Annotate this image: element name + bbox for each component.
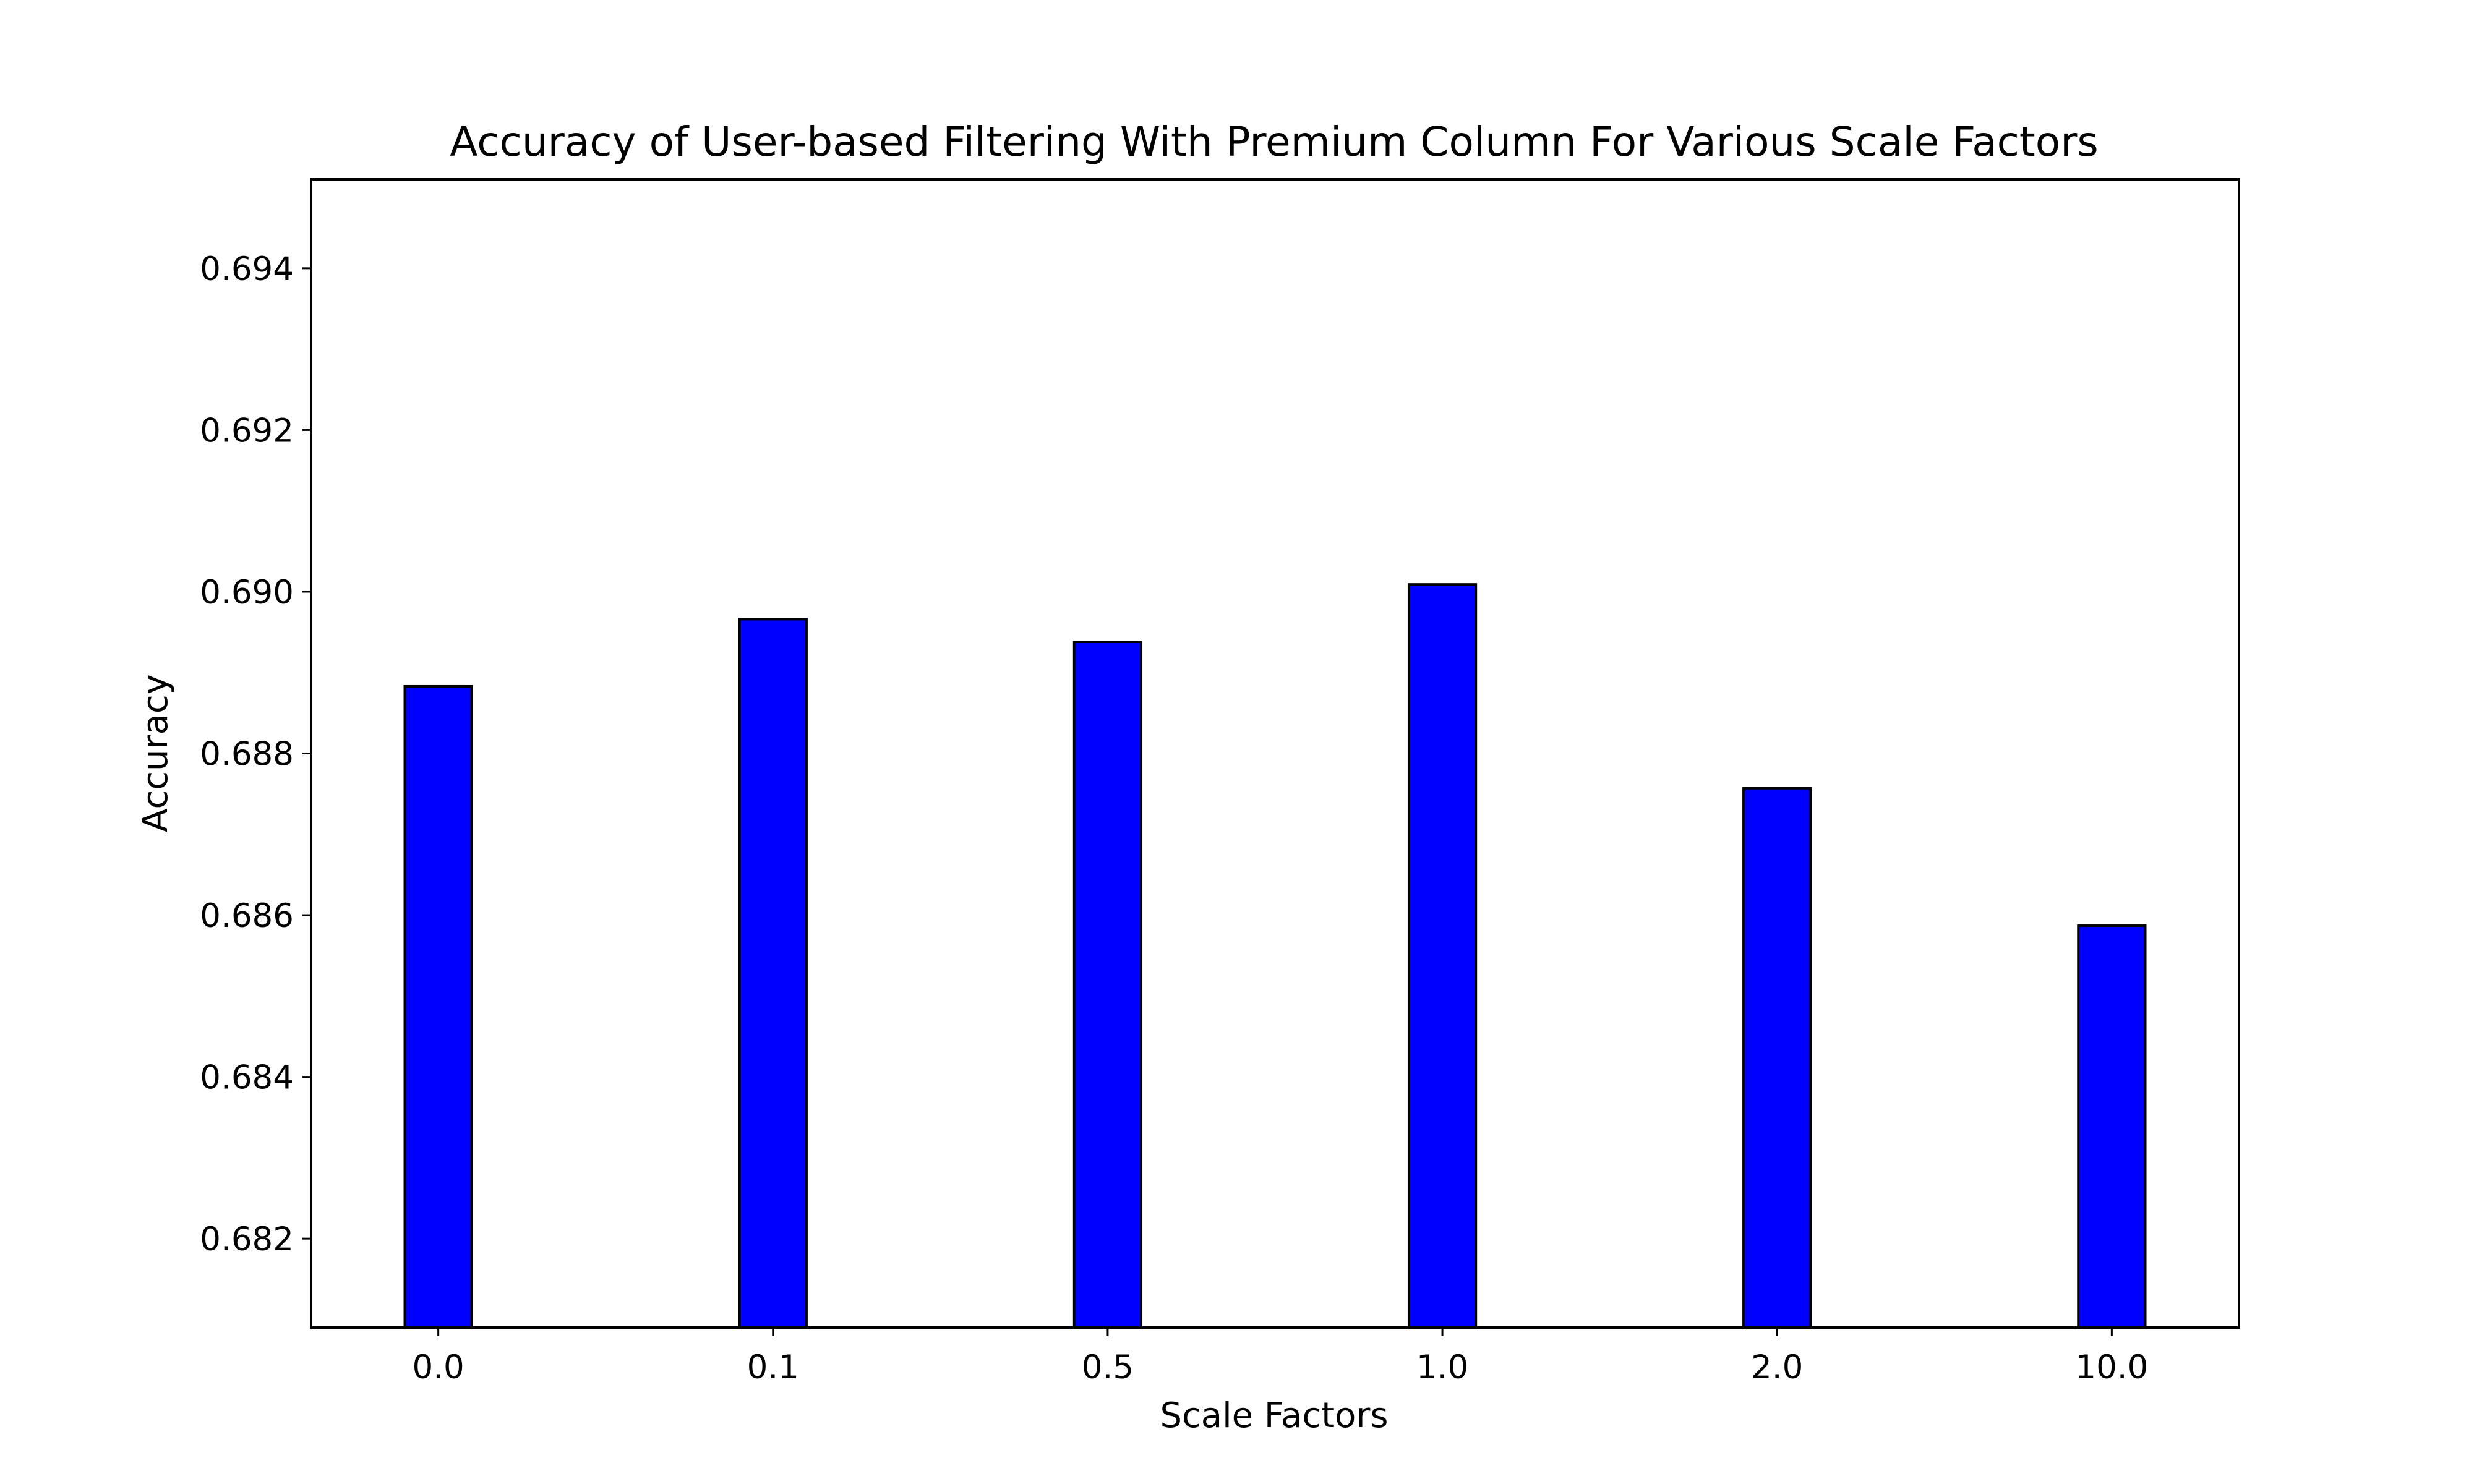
x-axis-label: Scale Factors: [1160, 1396, 1388, 1436]
y-tick-label: 0.688: [200, 736, 294, 774]
chart-title: Accuracy of User-based Filtering With Pr…: [450, 118, 2098, 166]
bar-2.0: [1742, 787, 1812, 1329]
y-tick-label: 0.682: [200, 1221, 294, 1258]
x-tick-label: 0.0: [412, 1349, 464, 1386]
y-tick-label: 0.684: [200, 1059, 294, 1097]
bars-group: [403, 583, 2147, 1329]
bar-10.0: [2077, 924, 2147, 1329]
bar-0.1: [738, 618, 808, 1329]
x-tick-label: 0.5: [1082, 1349, 1134, 1386]
y-axis-label: Accuracy: [135, 674, 176, 832]
y-tick-label: 0.690: [200, 574, 294, 612]
x-tick-label: 2.0: [1751, 1349, 1803, 1386]
y-tick-label: 0.686: [200, 897, 294, 935]
x-tick-label: 0.1: [747, 1349, 799, 1386]
bar-0.5: [1072, 641, 1143, 1329]
y-tick-label: 0.694: [200, 250, 294, 288]
plot-frame: [310, 178, 2240, 1329]
y-axis-ticks: 0.682 0.684 0.686 0.688 0.690 0.692 0.694: [200, 250, 311, 1258]
bar-1.0: [1407, 583, 1478, 1329]
x-tick-label: 1.0: [1416, 1349, 1468, 1386]
x-tick-label: 10.0: [2075, 1349, 2148, 1386]
x-axis-ticks: 0.0 0.1 0.5 1.0 2.0 10.0: [412, 1328, 2148, 1386]
bar-0.0: [403, 684, 473, 1329]
y-tick-label: 0.692: [200, 412, 294, 450]
